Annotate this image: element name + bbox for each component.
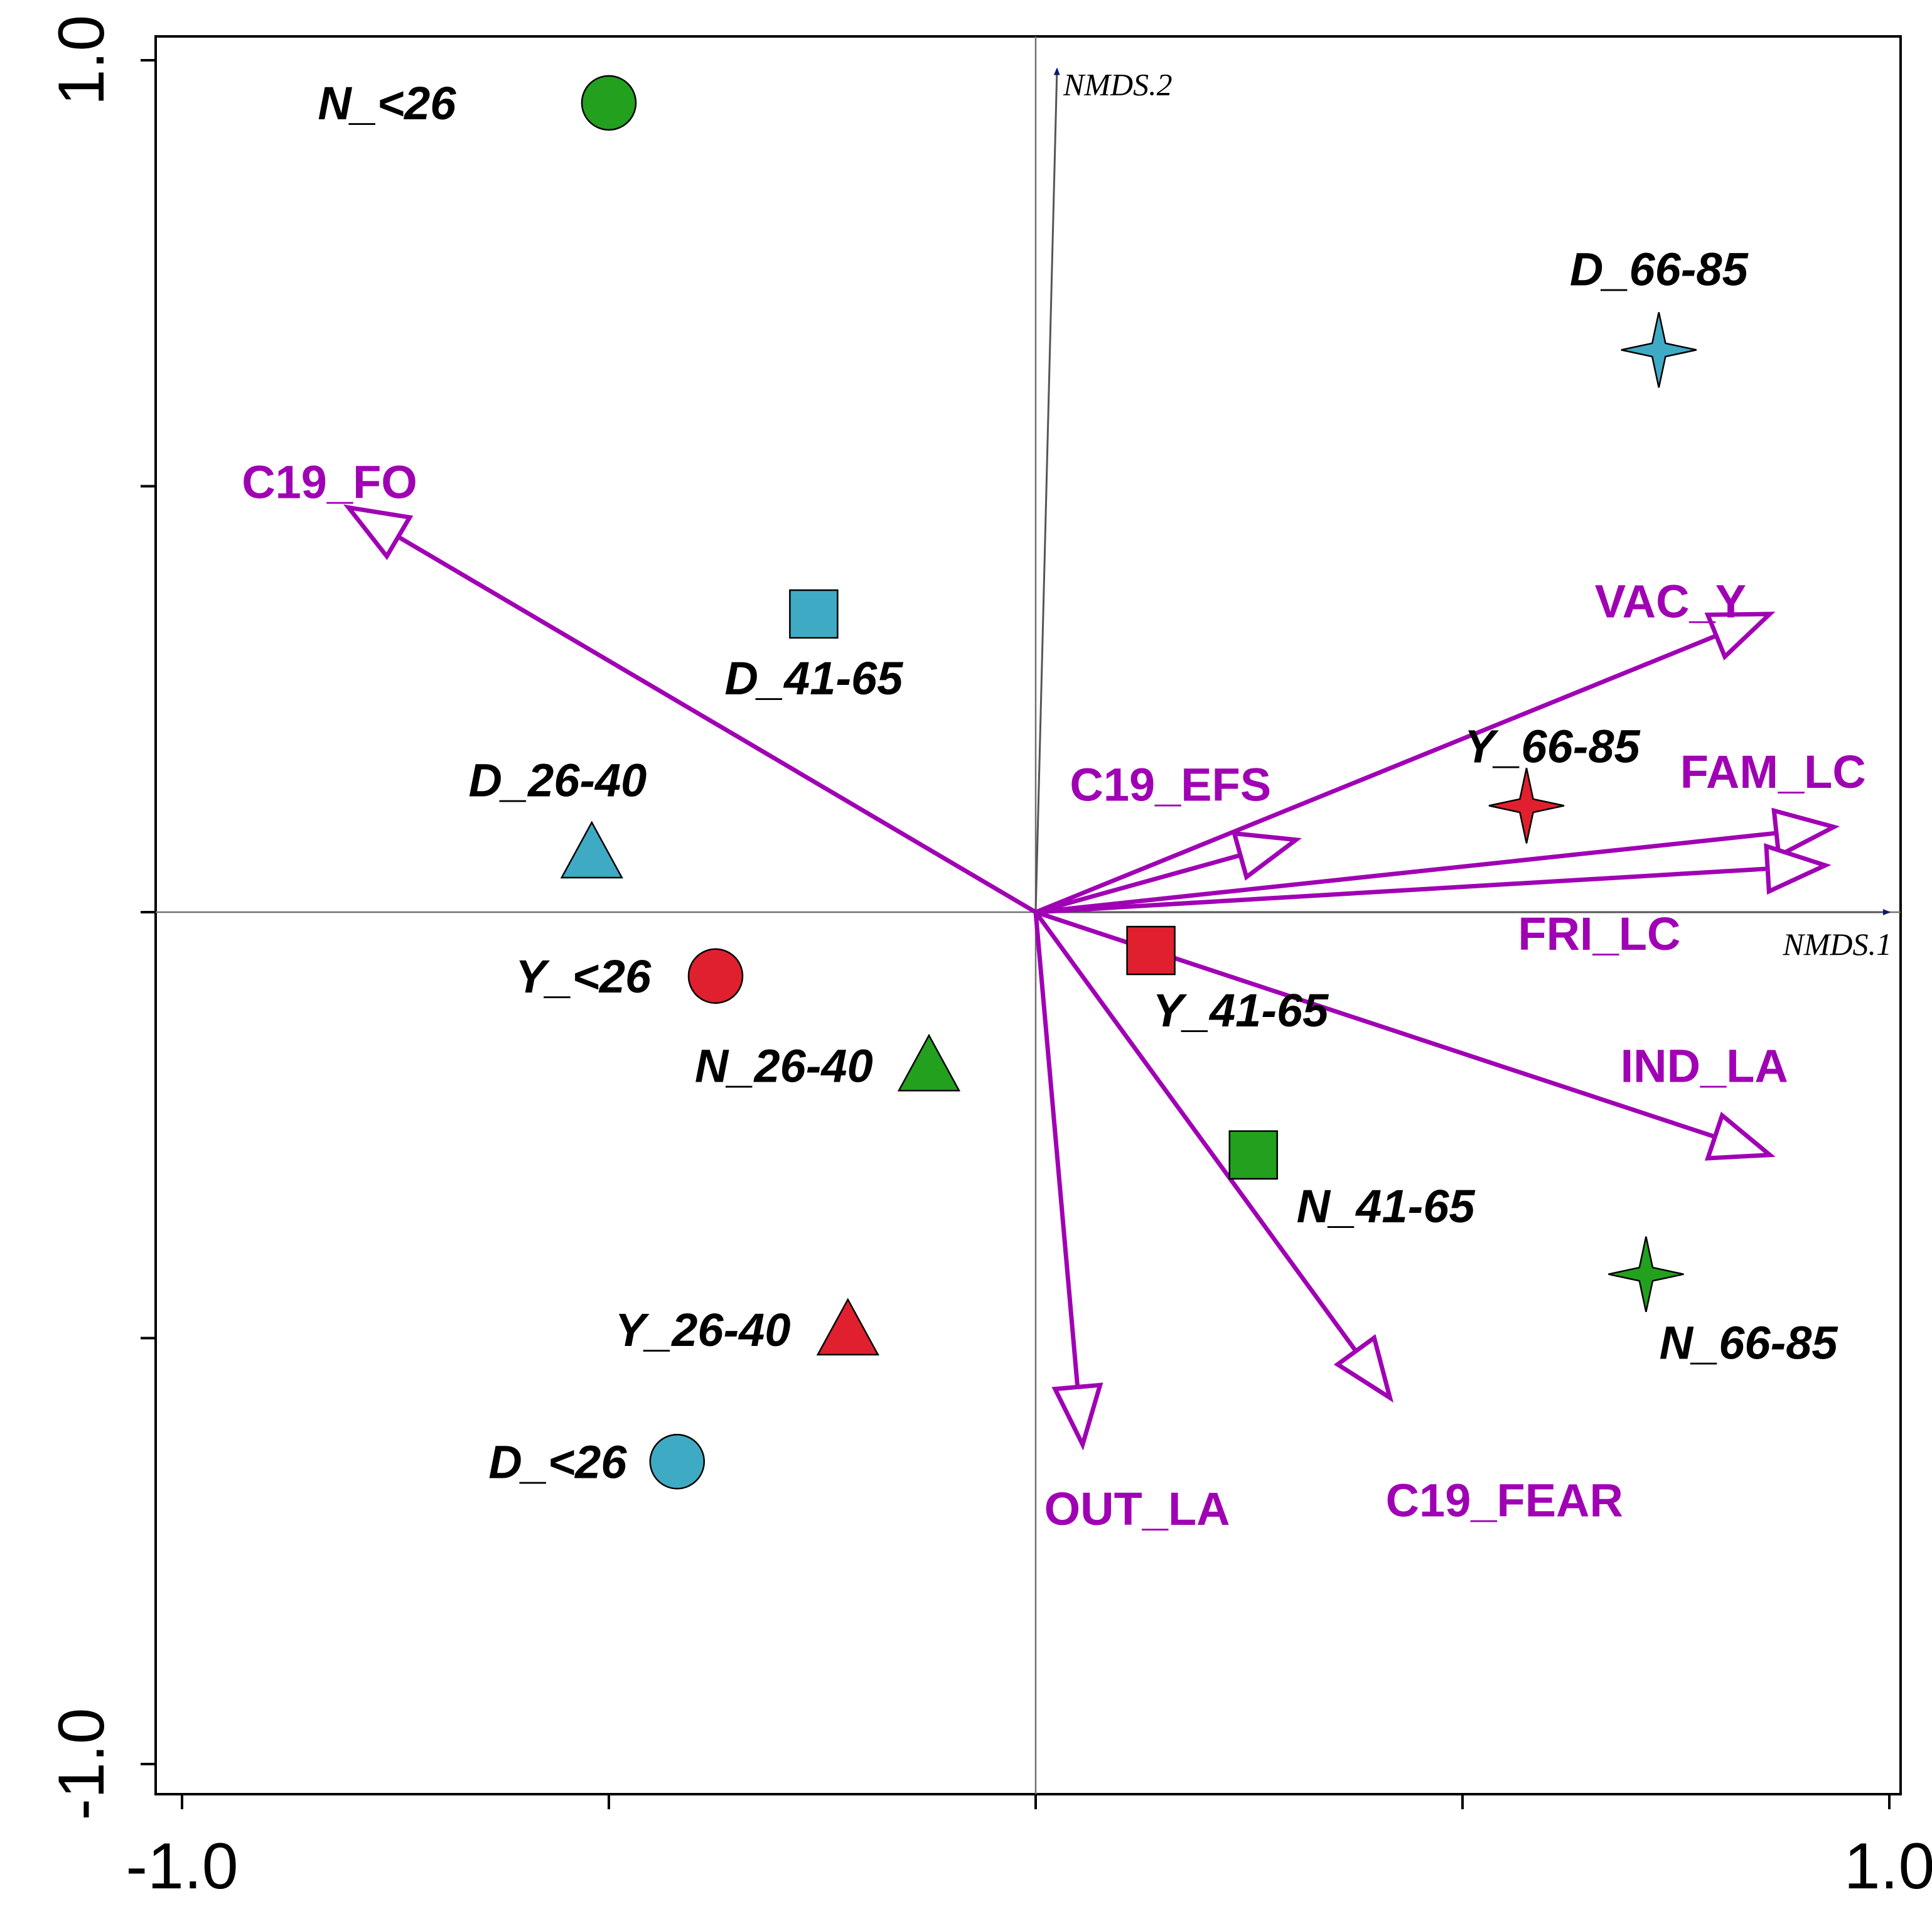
vector-vac-y — [1033, 611, 1776, 915]
vector-label-c19-efs: C19_EFS — [1070, 758, 1271, 810]
point-y-26-40 — [816, 1298, 879, 1356]
point-label-n-26: N_<26 — [318, 77, 456, 129]
point-n-66-85 — [1608, 1236, 1684, 1312]
vector-arrowhead — [1764, 842, 1832, 895]
point-y-41-65 — [1126, 925, 1176, 976]
point-label-y-41-65: Y_41-65 — [1153, 984, 1330, 1036]
point-label-y-26-40: Y_26-40 — [615, 1304, 791, 1356]
vector-out-la — [1033, 910, 1103, 1451]
axis-arrow-nmds-2: NMDS.2 — [1034, 67, 1173, 913]
point-n-26 — [581, 75, 637, 131]
vector-shaft — [1033, 910, 1080, 1389]
vector-arrowhead — [343, 504, 414, 561]
point-label-d-66-85: D_66-85 — [1570, 243, 1749, 295]
point-label-d-41-65: D_41-65 — [724, 652, 904, 704]
axis-label-nmds-1: NMDS.1 — [1782, 927, 1892, 962]
x-tick-label: -1.0 — [126, 1830, 238, 1903]
point-label-d-26-40: D_26-40 — [468, 755, 647, 807]
point-y-26 — [687, 948, 744, 1004]
axis-arrow-line — [1034, 67, 1060, 913]
vector-label-fri-lc: FRI_LC — [1518, 908, 1680, 960]
vector-shaft — [395, 534, 1038, 915]
vector-arrowhead — [1771, 807, 1840, 859]
point-d-26-40 — [560, 821, 623, 879]
point-label-n-26-40: N_26-40 — [695, 1040, 873, 1092]
vector-label-out-la: OUT_LA — [1044, 1483, 1230, 1535]
vector-shaft — [1033, 910, 1358, 1353]
point-label-y-26: Y_<26 — [515, 950, 652, 1003]
point-d-66-85 — [1621, 312, 1697, 388]
axis-label-nmds-2: NMDS.2 — [1063, 67, 1173, 102]
vector-label-c19-fo: C19_FO — [242, 456, 417, 508]
vector-shaft — [1033, 633, 1719, 915]
vector-label-fam-lc: FAM_LC — [1680, 746, 1866, 798]
vector-c19-fear — [1033, 910, 1394, 1403]
point-label-n-66-85: N_66-85 — [1660, 1316, 1839, 1369]
plot-frame — [154, 35, 1902, 1795]
y-tick-label: 1.0 — [45, 15, 118, 106]
vector-arrowhead — [1051, 1382, 1103, 1451]
axis-arrow-nmds-1: NMDS.1 — [1036, 909, 1892, 962]
vector-arrowhead — [1704, 1111, 1776, 1161]
vector-shaft — [1033, 866, 1770, 915]
vector-label-vac-y: VAC_Y — [1595, 576, 1746, 628]
point-y-66-85 — [1488, 768, 1565, 844]
vector-label-c19-fear: C19_FEAR — [1386, 1474, 1623, 1526]
point-n-41-65 — [1228, 1130, 1279, 1180]
vector-shaft — [1033, 853, 1243, 915]
vector-label-ind-la: IND_LA — [1621, 1040, 1788, 1092]
point-d-41-65 — [789, 589, 839, 639]
point-label-y-66-85: Y_66-85 — [1464, 720, 1641, 772]
vector-shaft — [1033, 831, 1779, 915]
point-label-n-41-65: N_41-65 — [1297, 1180, 1476, 1232]
point-label-d-26: D_<26 — [488, 1436, 627, 1488]
vector-arrowhead — [1333, 1334, 1394, 1403]
vector-arrowhead — [1704, 611, 1776, 661]
x-tick-label: 1.0 — [1844, 1830, 1932, 1903]
vector-c19-efs — [1033, 831, 1302, 915]
point-d-26 — [649, 1434, 706, 1490]
y-tick-label: -1.0 — [45, 1708, 118, 1820]
vector-fri-lc — [1033, 842, 1832, 915]
vector-fam-lc — [1033, 807, 1840, 915]
vector-c19-fo — [343, 504, 1038, 915]
point-n-26-40 — [897, 1033, 961, 1092]
vector-arrowhead — [1231, 831, 1302, 881]
